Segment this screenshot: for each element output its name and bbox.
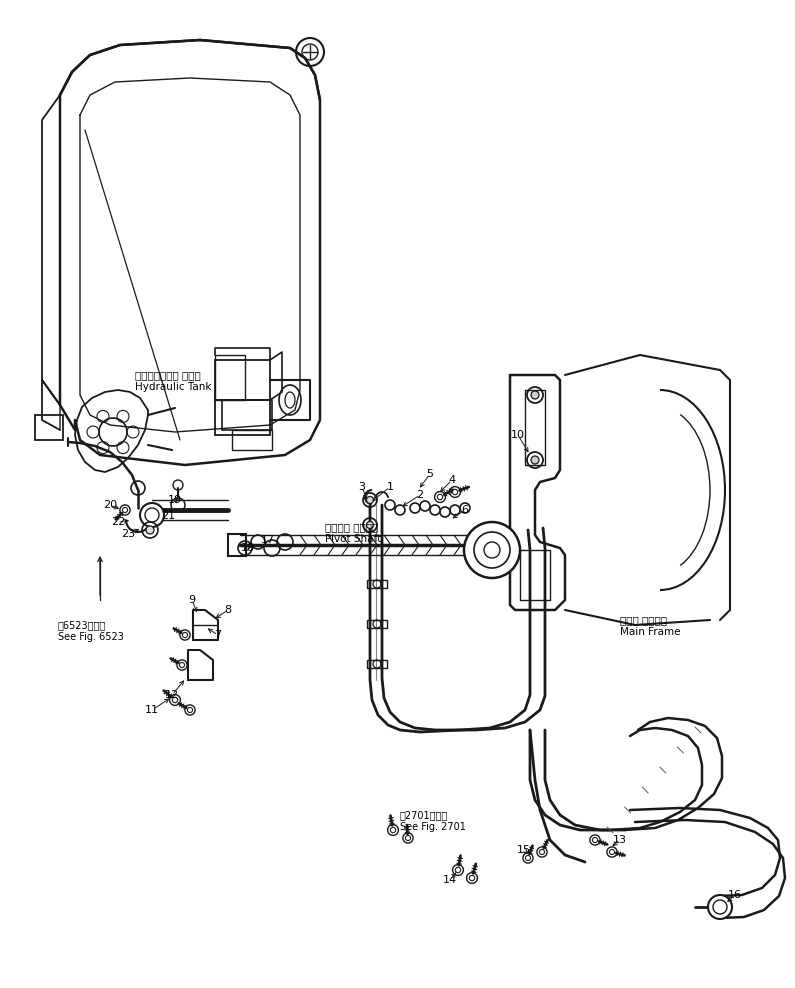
- Circle shape: [146, 526, 154, 534]
- Bar: [228, 534, 246, 556]
- Text: 22: 22: [111, 517, 125, 527]
- Text: Hydraulic Tank: Hydraulic Tank: [135, 382, 211, 392]
- Text: 12: 12: [165, 690, 179, 700]
- Circle shape: [366, 522, 374, 529]
- Text: ハイドロリック タンク: ハイドロリック タンク: [135, 370, 201, 380]
- Text: 10: 10: [511, 430, 525, 440]
- Text: メイン フレーム: メイン フレーム: [620, 615, 667, 625]
- Text: 2: 2: [417, 490, 424, 500]
- Bar: [215, 400, 270, 435]
- Text: 17: 17: [261, 535, 275, 545]
- Circle shape: [366, 497, 374, 504]
- Bar: [215, 355, 245, 400]
- Text: 23: 23: [121, 529, 135, 539]
- Text: 15: 15: [517, 845, 531, 855]
- Text: 7: 7: [215, 630, 222, 640]
- Bar: [222, 400, 272, 430]
- Bar: [367, 620, 387, 628]
- Circle shape: [531, 391, 539, 399]
- Bar: [35, 415, 63, 440]
- Text: Pivot Shaft: Pivot Shaft: [325, 534, 382, 544]
- Text: 13: 13: [613, 835, 627, 845]
- Bar: [232, 430, 272, 450]
- Circle shape: [531, 456, 539, 464]
- Text: 5: 5: [426, 469, 433, 479]
- Text: ピボット シャフト: ピボット シャフト: [325, 522, 378, 532]
- Text: 1: 1: [386, 482, 394, 492]
- Text: 6: 6: [462, 505, 468, 515]
- Circle shape: [464, 522, 520, 578]
- Text: 18: 18: [241, 543, 255, 553]
- Text: 11: 11: [145, 705, 159, 715]
- Bar: [367, 580, 387, 588]
- Circle shape: [708, 895, 732, 919]
- Text: 第2701図参照: 第2701図参照: [400, 810, 448, 820]
- Text: 16: 16: [728, 890, 742, 900]
- Text: 21: 21: [161, 511, 175, 521]
- Text: 3: 3: [359, 482, 366, 492]
- Bar: [367, 660, 387, 668]
- Text: 4: 4: [448, 475, 456, 485]
- Text: 9: 9: [188, 595, 196, 605]
- Text: 14: 14: [443, 875, 457, 885]
- Text: 8: 8: [224, 605, 231, 615]
- Text: 20: 20: [103, 500, 117, 510]
- Text: 19: 19: [168, 495, 182, 505]
- Text: See Fig. 2701: See Fig. 2701: [400, 822, 466, 832]
- Text: 第6523図参照: 第6523図参照: [58, 620, 107, 630]
- Circle shape: [140, 503, 164, 527]
- Bar: [215, 360, 270, 400]
- Text: See Fig. 6523: See Fig. 6523: [58, 632, 124, 642]
- Text: Main Frame: Main Frame: [620, 627, 681, 637]
